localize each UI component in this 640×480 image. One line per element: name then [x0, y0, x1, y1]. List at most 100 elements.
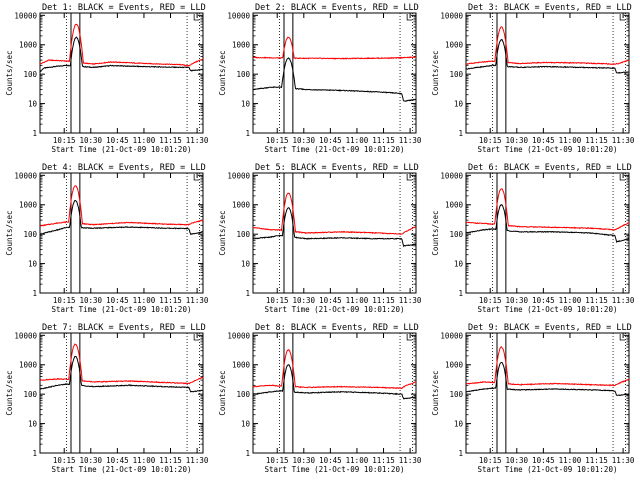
x-tick-label: 10:30 — [80, 296, 103, 305]
y-tick-label: 10000 — [227, 11, 250, 20]
saa-bracket — [406, 14, 413, 21]
x-axis-label: Start Time (21-Oct-09 10:01:20) — [52, 145, 192, 154]
x-tick-label: 10:30 — [80, 136, 103, 145]
x-axis-label: Start Time (21-Oct-09 10:01:20) — [478, 305, 618, 314]
x-axis-label: Start Time (21-Oct-09 10:01:20) — [265, 465, 405, 474]
events-series-line — [39, 355, 204, 393]
y-tick-label: 100 — [449, 70, 463, 79]
y-tick-label: 10 — [454, 420, 464, 429]
y-axis-label: Counts/sec — [218, 370, 227, 415]
saa-bracket — [406, 174, 413, 181]
y-tick-label: 1 — [32, 289, 37, 298]
detector-panel-5: Det 5: BLACK = Events, RED = LLD 1 10 100 10… — [218, 163, 422, 314]
y-tick-label: 10000 — [14, 331, 37, 340]
detector-panel-8: Det 8: BLACK = Events, RED = LLD 1 10 100 10… — [218, 323, 422, 474]
x-tick-label: 10:30 — [293, 296, 316, 305]
panel-title: Det 8: BLACK = Events, RED = LLD — [255, 323, 419, 333]
x-axis-label: Start Time (21-Oct-09 10:01:20) — [52, 465, 192, 474]
y-tick-label: 1 — [245, 129, 250, 138]
x-tick-label: 10:30 — [80, 456, 103, 465]
x-tick-label: 10:45 — [532, 136, 555, 145]
y-tick-label: 100 — [449, 230, 463, 239]
x-tick-label: 11:00 — [346, 296, 369, 305]
detector-panel-7: Det 7: BLACK = Events, RED = LLD 1 10 100 10… — [5, 323, 209, 474]
y-axis-label: Counts/sec — [5, 210, 14, 255]
plot-frame — [39, 172, 204, 294]
y-tick-label: 1000 — [19, 41, 38, 50]
x-tick-label: 10:45 — [106, 296, 129, 305]
x-tick-label: 10:45 — [106, 136, 129, 145]
x-tick-label: 11:15 — [372, 456, 395, 465]
y-tick-label: 100 — [23, 70, 37, 79]
plot-frame — [39, 12, 204, 134]
x-tick-label: 11:30 — [186, 456, 209, 465]
detector-panel-3: Det 3: BLACK = Events, RED = LLD 1 10 100 10… — [431, 3, 635, 154]
x-tick-label: 10:45 — [532, 296, 555, 305]
panel-title: Det 6: BLACK = Events, RED = LLD — [468, 163, 632, 173]
y-tick-label: 10000 — [227, 171, 250, 180]
lld-series-line — [465, 26, 630, 65]
y-tick-label: 1 — [458, 129, 463, 138]
y-tick-label: 10000 — [14, 11, 37, 20]
plot-frame — [252, 12, 417, 134]
saa-bracket — [406, 334, 413, 341]
x-tick-label: 11:00 — [559, 456, 582, 465]
lld-series-line — [39, 185, 204, 227]
x-tick-label: 11:00 — [133, 136, 156, 145]
y-tick-label: 10 — [241, 100, 251, 109]
x-tick-label: 10:15 — [266, 136, 289, 145]
y-tick-label: 100 — [236, 70, 250, 79]
y-tick-label: 100 — [23, 230, 37, 239]
y-axis-label: Counts/sec — [431, 50, 440, 95]
y-tick-label: 1000 — [232, 201, 251, 210]
y-tick-label: 1 — [32, 129, 37, 138]
x-tick-label: 11:15 — [585, 136, 608, 145]
x-tick-label: 11:15 — [585, 456, 608, 465]
y-tick-label: 1 — [32, 449, 37, 458]
x-tick-label: 10:45 — [532, 456, 555, 465]
saa-bracket — [193, 14, 200, 21]
events-series-line — [252, 206, 417, 248]
panel-title: Det 3: BLACK = Events, RED = LLD — [468, 3, 632, 13]
y-tick-label: 1000 — [445, 201, 464, 210]
x-tick-label: 11:00 — [133, 296, 156, 305]
y-tick-label: 1000 — [445, 41, 464, 50]
x-axis-label: Start Time (21-Oct-09 10:01:20) — [478, 145, 618, 154]
x-tick-label: 11:30 — [612, 296, 635, 305]
y-tick-label: 10 — [28, 100, 38, 109]
x-tick-label: 10:15 — [53, 456, 76, 465]
y-tick-label: 1000 — [232, 361, 251, 370]
x-tick-label: 11:15 — [372, 136, 395, 145]
x-tick-label: 10:15 — [53, 296, 76, 305]
y-tick-label: 10000 — [440, 171, 463, 180]
panel-title: Det 5: BLACK = Events, RED = LLD — [255, 163, 419, 173]
x-tick-label: 11:00 — [133, 456, 156, 465]
x-tick-label: 11:30 — [399, 136, 422, 145]
x-tick-label: 11:15 — [372, 296, 395, 305]
x-tick-label: 10:45 — [106, 456, 129, 465]
x-tick-label: 11:30 — [186, 136, 209, 145]
y-tick-label: 10 — [454, 100, 464, 109]
x-tick-label: 11:15 — [159, 456, 182, 465]
y-axis-label: Counts/sec — [431, 210, 440, 255]
x-tick-label: 11:15 — [159, 296, 182, 305]
panel-title: Det 7: BLACK = Events, RED = LLD — [42, 323, 206, 333]
lld-series-line — [252, 348, 416, 390]
x-axis-label: Start Time (21-Oct-09 10:01:20) — [478, 465, 618, 474]
y-tick-label: 1 — [458, 289, 463, 298]
x-tick-label: 11:30 — [399, 296, 422, 305]
events-series-line — [465, 204, 630, 244]
plot-frame — [39, 332, 204, 454]
x-tick-label: 11:00 — [559, 136, 582, 145]
plot-frame — [465, 172, 630, 294]
saa-bracket — [193, 334, 200, 341]
x-tick-label: 10:15 — [479, 136, 502, 145]
y-tick-label: 10000 — [440, 11, 463, 20]
x-tick-label: 10:30 — [293, 456, 316, 465]
x-tick-label: 10:30 — [293, 136, 316, 145]
y-tick-label: 10 — [241, 420, 251, 429]
panel-title: Det 9: BLACK = Events, RED = LLD — [468, 323, 632, 333]
y-tick-label: 100 — [236, 390, 250, 399]
lld-series-line — [39, 23, 204, 67]
